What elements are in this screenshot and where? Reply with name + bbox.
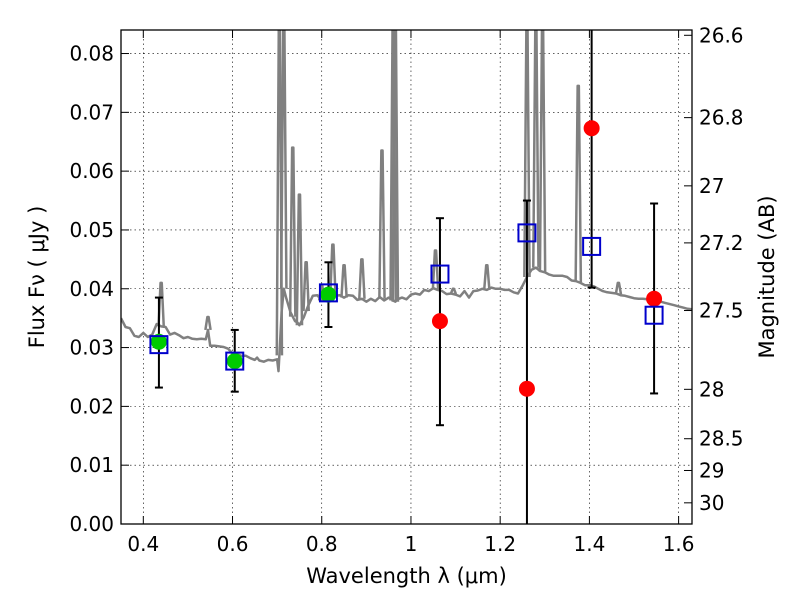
plot-frame bbox=[120, 29, 693, 525]
model-band-square bbox=[430, 264, 450, 284]
non-detected-point bbox=[583, 120, 600, 137]
emission-line bbox=[204, 315, 212, 331]
model-band-square bbox=[644, 305, 664, 325]
model-band-square bbox=[517, 223, 537, 243]
emission-line bbox=[532, 30, 540, 268]
detected-point bbox=[320, 286, 337, 303]
x-tick-label: 0.4 bbox=[127, 532, 159, 556]
right-tick-label: 30 bbox=[699, 491, 724, 515]
emission-line bbox=[340, 263, 348, 298]
right-tick-label: 29 bbox=[699, 458, 724, 482]
y-tick-label: 0.02 bbox=[69, 394, 114, 418]
emission-line bbox=[523, 30, 531, 278]
detected-point bbox=[226, 353, 243, 370]
emission-line bbox=[574, 84, 583, 283]
emission-line bbox=[482, 263, 491, 291]
x-tick-label: 0.8 bbox=[306, 532, 338, 556]
emission-line bbox=[295, 193, 304, 326]
emission-line bbox=[279, 30, 288, 289]
emission-line bbox=[329, 243, 337, 296]
x-tick-label: 1.4 bbox=[573, 532, 605, 556]
axis-labels: Wavelength λ (μm) Flux Fν ( μJy ) Magnit… bbox=[25, 195, 779, 588]
emission-line bbox=[391, 30, 400, 302]
model-band-square bbox=[225, 351, 245, 371]
model-band-square bbox=[582, 236, 602, 256]
emission-line bbox=[358, 258, 366, 299]
x-tick-label: 1.6 bbox=[663, 532, 695, 556]
emission-line bbox=[378, 149, 386, 299]
x-tick-label: 1 bbox=[405, 532, 418, 556]
emission-line bbox=[449, 287, 458, 295]
model-spectrum-layer bbox=[121, 30, 692, 373]
emission-line bbox=[538, 30, 547, 272]
right-tick-label: 26.8 bbox=[699, 106, 744, 130]
x-tick-label: 0.6 bbox=[217, 532, 249, 556]
emission-line bbox=[288, 146, 297, 317]
non-detected-point bbox=[431, 313, 448, 330]
y-tick-label: 0.07 bbox=[69, 100, 114, 124]
x-tick-label: 1.2 bbox=[484, 532, 516, 556]
model-band-square bbox=[149, 335, 169, 355]
y-tick-label: 0.05 bbox=[69, 218, 114, 242]
right-tick-label: 27 bbox=[699, 174, 724, 198]
emission-line bbox=[614, 281, 623, 295]
y-tick-label: 0.03 bbox=[69, 336, 114, 360]
emission-line bbox=[302, 261, 310, 312]
x-axis-label: Wavelength λ (μm) bbox=[306, 564, 507, 588]
right-tick-label: 28.5 bbox=[699, 427, 744, 451]
y-tick-label: 0.00 bbox=[69, 512, 114, 536]
right-tick-label: 26.6 bbox=[699, 23, 744, 47]
right-tick-label: 28 bbox=[699, 377, 724, 401]
y-tick-label: 0.04 bbox=[69, 277, 114, 301]
y-axis-label: Flux Fν ( μJy ) bbox=[25, 206, 49, 349]
model-band-square bbox=[318, 283, 338, 303]
y-tick-label: 0.01 bbox=[69, 453, 114, 477]
right-tick-label: 27.5 bbox=[699, 299, 744, 323]
right-tick-label: 27.2 bbox=[699, 231, 744, 255]
ticks-layer: 0.4 0.6 0.8 1 1.2 1.4 1.6 0.00 0.01 0.02 0.03 0.04 0… bbox=[69, 23, 743, 556]
markers-layer bbox=[149, 120, 664, 397]
right-axis-label: Magnitude (AB) bbox=[755, 195, 779, 358]
emission-line bbox=[431, 249, 440, 290]
y-tick-label: 0.06 bbox=[69, 159, 114, 183]
non-detected-point bbox=[646, 290, 663, 307]
non-detected-point bbox=[518, 380, 535, 397]
y-tick-label: 0.08 bbox=[69, 42, 114, 66]
